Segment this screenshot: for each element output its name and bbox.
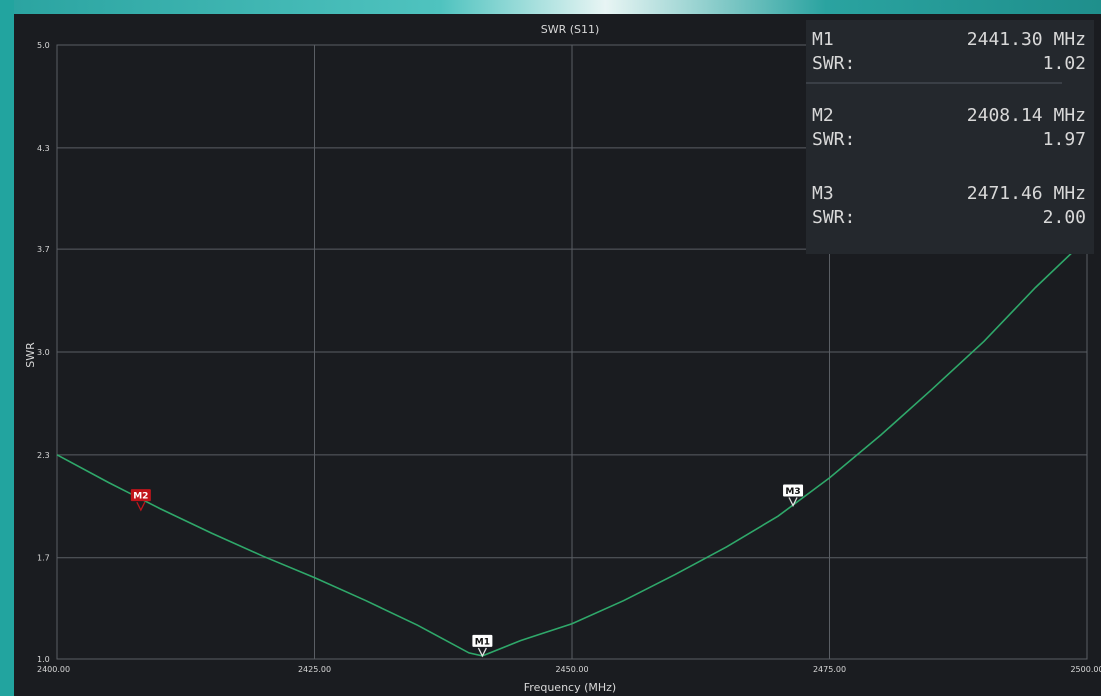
- y-axis-label: SWR: [24, 342, 37, 368]
- x-tick-label: 2500.00: [1070, 665, 1101, 674]
- marker-m1-swr-label: SWR:: [812, 53, 856, 74]
- marker-divider: [806, 82, 1062, 84]
- marker-m3: M3: [783, 484, 804, 507]
- y-tick-label: 1.0: [37, 655, 50, 664]
- marker-label-box: [783, 484, 804, 497]
- marker-m1-freq: 2441.30 MHz: [966, 29, 1086, 50]
- marker-m2-swr-row: SWR: 1.97: [806, 128, 1094, 152]
- marker-m3-row: M3 2471.46 MHz: [806, 182, 1094, 206]
- marker-m2: M2: [130, 489, 151, 512]
- y-tick-label: 2.3: [37, 451, 50, 460]
- swr-trace-line: [56, 237, 1088, 657]
- markers: M1 M2 M3: [130, 484, 804, 658]
- marker-caret-icon: [788, 497, 798, 507]
- x-axis-label: Frequency (MHz): [524, 681, 616, 694]
- marker-m1-row: M1 2441.30 MHz: [806, 28, 1094, 52]
- marker-m3-swr-row: SWR: 2.00: [806, 206, 1094, 230]
- axes: 2400.00 2425.00 2450.00 2475.00 2500.00 1.0 1.…: [37, 41, 1101, 674]
- marker-label-text: M3: [785, 487, 800, 497]
- x-tick-label: 2450.00: [555, 665, 588, 674]
- marker-m3-freq: 2471.46 MHz: [966, 183, 1086, 204]
- marker-m1-name: M1: [812, 29, 834, 50]
- y-tick-label: 3.0: [37, 348, 50, 357]
- y-tick-label: 4.3: [37, 144, 50, 153]
- marker-caret-icon: [477, 647, 487, 658]
- y-tick-label: 1.7: [37, 554, 50, 563]
- marker-m3-swr-value: 2.00: [1042, 207, 1086, 228]
- marker-label-box: [130, 489, 151, 502]
- marker-m2-swr-label: SWR:: [812, 129, 856, 150]
- marker-readout-panel: M1 2441.30 MHz SWR: 1.02 M2 2408.14 MHz …: [806, 20, 1094, 254]
- x-tick-label: 2475.00: [813, 665, 846, 674]
- marker-m1-swr-row: SWR: 1.02: [806, 52, 1094, 76]
- marker-m2-swr-value: 1.97: [1042, 129, 1086, 150]
- marker-m1: M1: [472, 634, 493, 658]
- y-tick-label: 5.0: [37, 41, 50, 50]
- marker-m2-row: M2 2408.14 MHz: [806, 104, 1094, 128]
- marker-m1-swr-value: 1.02: [1042, 53, 1086, 74]
- chart-title: SWR (S11): [541, 23, 600, 36]
- y-tick-label: 3.7: [37, 245, 50, 254]
- marker-m2-name: M2: [812, 105, 834, 126]
- left-decor-band: [0, 0, 14, 696]
- x-tick-label: 2425.00: [298, 665, 331, 674]
- marker-label-text: M1: [475, 637, 490, 647]
- marker-m3-name: M3: [812, 183, 834, 204]
- marker-caret-icon: [136, 501, 146, 512]
- marker-label-box: [472, 634, 493, 647]
- x-tick-label: 2400.00: [37, 665, 70, 674]
- marker-m3-swr-label: SWR:: [812, 207, 856, 228]
- marker-label-text: M2: [133, 492, 148, 502]
- top-decor-band: [0, 0, 1101, 14]
- marker-m2-freq: 2408.14 MHz: [966, 105, 1086, 126]
